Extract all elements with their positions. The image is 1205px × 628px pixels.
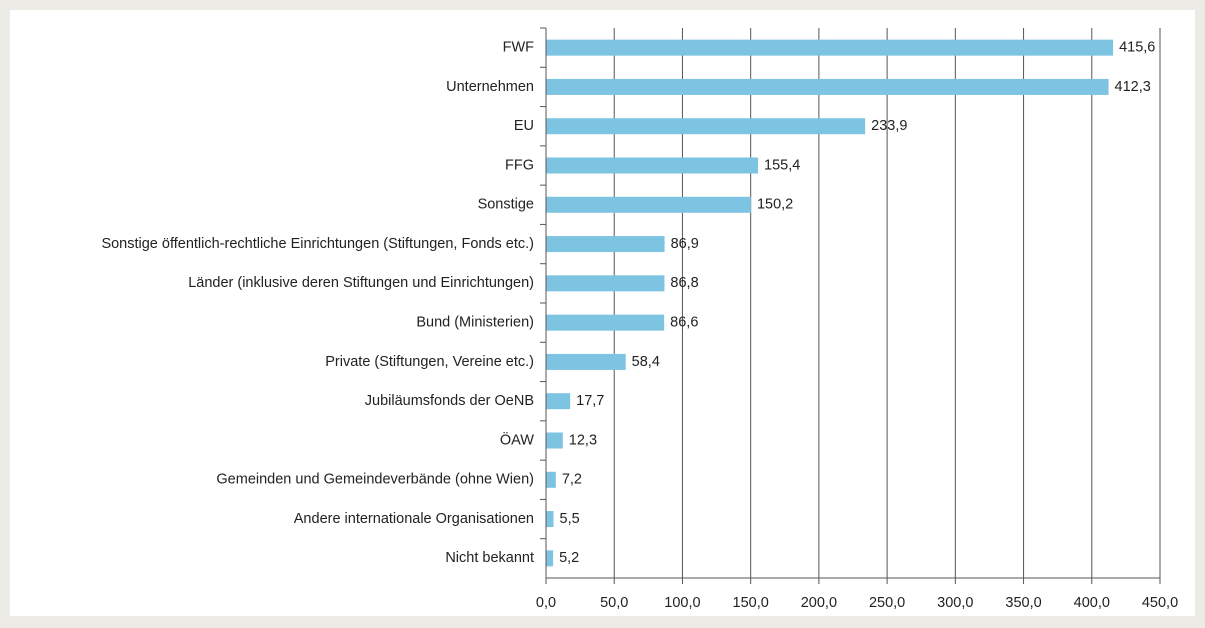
x-tick-label: 150,0 [733, 595, 769, 611]
bar [546, 157, 759, 174]
y-tick-label: FWF [503, 39, 535, 55]
value-label: 5,2 [559, 550, 579, 566]
value-label: 58,4 [632, 354, 660, 370]
bar [546, 196, 751, 213]
value-label: 17,7 [576, 393, 604, 409]
bar [546, 511, 554, 528]
x-tick-label: 200,0 [801, 595, 837, 611]
x-tick-label: 100,0 [664, 595, 700, 611]
bar [546, 39, 1114, 56]
value-label: 415,6 [1119, 39, 1155, 55]
y-tick-label: Länder (inklusive deren Stiftungen und E… [188, 275, 534, 291]
bar [546, 236, 665, 253]
x-tick-label: 400,0 [1074, 595, 1110, 611]
y-tick-label: Private (Stiftungen, Vereine etc.) [325, 354, 534, 370]
x-tick-label: 300,0 [937, 595, 973, 611]
y-tick-label: Bund (Ministerien) [416, 314, 534, 330]
y-tick-label: FFG [505, 157, 534, 173]
y-tick-label: Jubiläumsfonds der OeNB [365, 393, 534, 409]
y-tick-label: Sonstige [478, 197, 534, 213]
bar [546, 353, 626, 370]
bar [546, 550, 554, 567]
bar [546, 471, 556, 488]
value-label: 86,9 [671, 236, 699, 252]
y-tick-label: EU [514, 118, 534, 134]
bar [546, 314, 665, 331]
value-label: 150,2 [757, 197, 793, 213]
value-label: 7,2 [562, 472, 582, 488]
y-tick-label: Sonstige öffentlich-rechtliche Einrichtu… [101, 236, 534, 252]
panel [10, 10, 1195, 616]
value-label: 233,9 [871, 118, 907, 134]
y-tick-label: Gemeinden und Gemeindeverbände (ohne Wie… [216, 472, 534, 488]
y-tick-label: Nicht bekannt [445, 550, 534, 566]
x-tick-label: 50,0 [600, 595, 628, 611]
value-label: 412,3 [1115, 79, 1151, 95]
value-label: 86,6 [670, 314, 698, 330]
bar [546, 275, 665, 292]
y-tick-label: Unternehmen [446, 79, 534, 95]
x-tick-label: 450,0 [1142, 595, 1178, 611]
x-tick-label: 350,0 [1005, 595, 1041, 611]
y-tick-label: ÖAW [500, 430, 534, 448]
value-label: 12,3 [569, 432, 597, 448]
x-tick-label: 0,0 [536, 595, 556, 611]
y-tick-label: Andere internationale Organisationen [294, 511, 534, 527]
value-label: 5,5 [560, 511, 580, 527]
bar [546, 432, 563, 449]
value-label: 155,4 [764, 157, 800, 173]
value-label: 86,8 [670, 275, 698, 291]
x-tick-label: 250,0 [869, 595, 905, 611]
bar [546, 78, 1109, 95]
bar [546, 118, 866, 135]
bar [546, 393, 571, 410]
